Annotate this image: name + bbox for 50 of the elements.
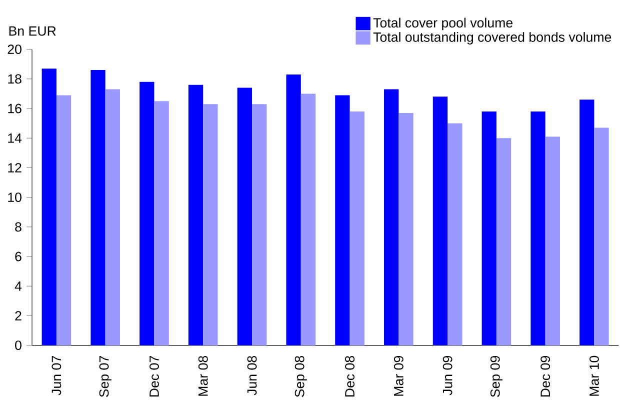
bar: [496, 138, 512, 346]
bar: [448, 123, 462, 346]
bar: [90, 70, 106, 346]
x-tick-label: Sep 07: [99, 356, 112, 398]
y-tick-label: 18: [8, 74, 22, 84]
bar: [203, 104, 218, 346]
x-tick-label: Dec 09: [540, 356, 550, 397]
x-tick-label: Mar 10: [590, 356, 599, 396]
y-tick-label: 10: [8, 192, 22, 202]
bar: [530, 111, 546, 346]
x-tick-label: Sep 08: [294, 356, 307, 398]
bar: [42, 68, 56, 346]
y-tick-label: 2: [15, 311, 22, 320]
y-tick-label: 0: [15, 340, 22, 350]
y-tick-label: 8: [15, 222, 22, 232]
legend-label: Total cover pool volume: [373, 18, 513, 30]
x-tick-label: Jun 08: [247, 356, 257, 396]
bar: [56, 95, 72, 346]
x-tick-label: Dec 07: [150, 356, 159, 397]
x-tick-label: Mar 08: [198, 356, 208, 396]
bar: [105, 89, 120, 346]
x-tick-label: Mar 09: [394, 356, 404, 396]
bar: [286, 74, 301, 346]
legend-label: Total outstanding covered bonds volume: [373, 32, 612, 44]
bar: [482, 111, 496, 346]
bar: [594, 128, 609, 346]
y-axis-title: Bn EUR: [9, 26, 56, 36]
bar: [384, 89, 399, 346]
bar: [580, 100, 594, 346]
bar: [350, 111, 364, 346]
y-tick-label: 6: [15, 252, 22, 262]
x-tick-label: Jun 07: [52, 356, 62, 396]
bar: [140, 82, 154, 346]
bar: [398, 112, 414, 346]
bar: [237, 88, 252, 346]
bar: [154, 101, 169, 346]
y-tick-label: 12: [8, 163, 22, 172]
x-tick-label: Dec 08: [345, 356, 354, 397]
y-tick-label: 20: [8, 44, 22, 54]
bar: [432, 96, 448, 346]
bar: [545, 136, 560, 346]
y-tick-label: 16: [8, 104, 22, 114]
x-tick-label: Jun 09: [442, 356, 452, 396]
y-tick-label: 14: [8, 134, 22, 143]
bar: [300, 94, 316, 346]
bar: [335, 95, 350, 346]
y-tick-label: 4: [14, 282, 22, 291]
x-tick-label: Sep 09: [490, 356, 502, 398]
bar: [252, 104, 267, 346]
bar: [188, 84, 204, 346]
